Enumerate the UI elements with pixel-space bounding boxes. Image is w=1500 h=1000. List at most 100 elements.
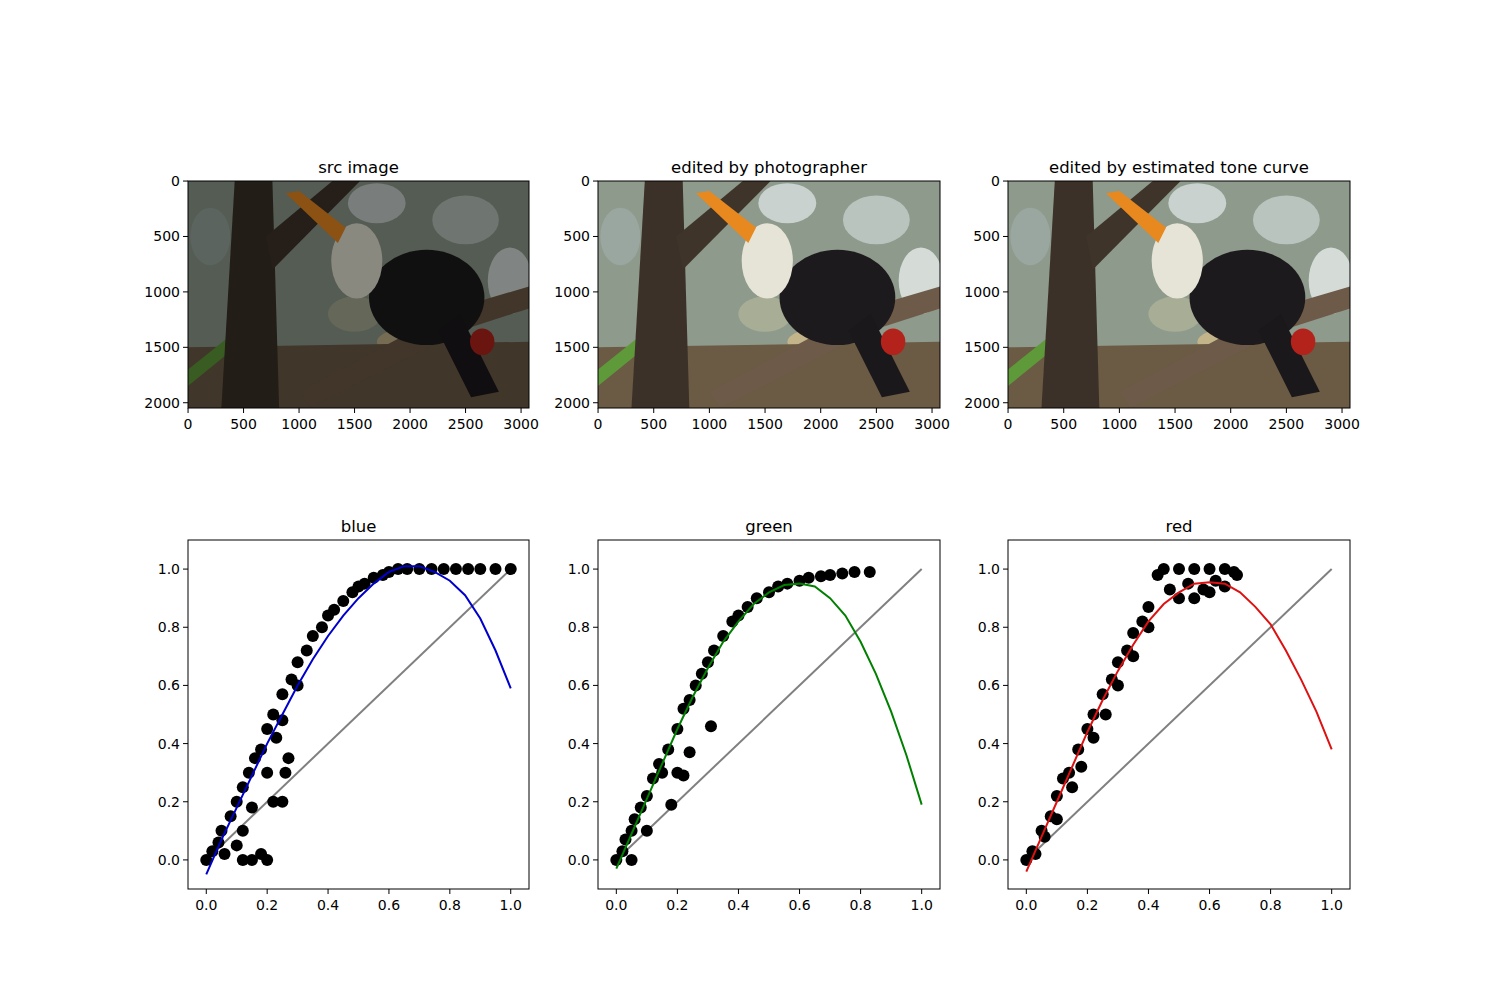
y-tick <box>183 627 188 628</box>
y-tick <box>183 859 188 860</box>
y-tick-label: 0.8 <box>158 619 180 635</box>
scene-bird-beak <box>286 191 346 243</box>
x-tick <box>653 408 654 413</box>
x-tick-label: 1500 <box>1157 416 1193 432</box>
y-tick-label: 1500 <box>144 339 180 355</box>
y-tick-label: 0.4 <box>158 736 180 752</box>
scene-bird-red <box>881 328 905 355</box>
y-tick-label: 500 <box>973 228 1000 244</box>
axes-frame <box>598 181 940 408</box>
scatter-point <box>836 567 848 579</box>
scatter-point <box>316 621 328 633</box>
axes-title: red <box>1165 517 1192 536</box>
scatter-point <box>705 720 717 732</box>
y-tick-label: 0.2 <box>978 794 1000 810</box>
y-tick <box>593 569 598 570</box>
y-tick <box>1003 801 1008 802</box>
scatter-point <box>1231 569 1243 581</box>
scene-bird-tail <box>438 314 499 397</box>
x-tick-label: 0 <box>184 416 193 432</box>
y-tick-label: 0 <box>171 173 180 189</box>
scene-light <box>190 208 230 266</box>
x-tick <box>677 889 678 894</box>
x-tick <box>709 408 710 413</box>
x-tick <box>465 408 466 413</box>
x-tick <box>598 408 599 413</box>
line-series <box>1026 569 1331 860</box>
scatter-point <box>282 752 294 764</box>
y-tick <box>593 402 598 403</box>
scatter-point <box>1173 592 1185 604</box>
axes-title: edited by estimated tone curve <box>1049 158 1309 177</box>
axes: 0.00.20.40.60.81.00.00.20.40.60.81.0gree… <box>568 517 940 913</box>
scene-bird-red <box>1291 328 1315 355</box>
scatter-point <box>438 563 450 575</box>
x-tick-label: 2000 <box>803 416 839 432</box>
scatter-series <box>610 566 875 866</box>
y-tick-label: 0.0 <box>568 852 590 868</box>
scatter-point <box>219 848 231 860</box>
axes: 0.00.20.40.60.81.00.00.20.40.60.81.0red <box>978 517 1350 913</box>
page: {"chart_data": [ {"type": "image", "titl… <box>0 0 1500 1000</box>
x-tick <box>1148 889 1149 894</box>
y-tick-label: 0.6 <box>568 677 590 693</box>
x-tick-label: 0.4 <box>317 897 339 913</box>
scatter-point <box>1188 563 1200 575</box>
x-tick <box>1063 408 1064 413</box>
scene-light <box>348 183 406 223</box>
scatter-point <box>413 563 425 575</box>
x-tick-label: 0.6 <box>1198 897 1220 913</box>
scene-light <box>1253 195 1320 244</box>
y-tick <box>593 801 598 802</box>
x-tick <box>1331 889 1332 894</box>
line-series <box>206 566 510 874</box>
y-tick <box>593 685 598 686</box>
scatter-point <box>237 825 249 837</box>
y-tick-label: 1000 <box>144 284 180 300</box>
y-tick-label: 0.4 <box>568 736 590 752</box>
scatter-point <box>474 563 486 575</box>
y-tick-label: 1500 <box>554 339 590 355</box>
scatter-point <box>1188 592 1200 604</box>
line-series <box>616 584 921 869</box>
scatter-point <box>803 572 815 584</box>
y-tick-label: 1.0 <box>568 561 590 577</box>
x-tick-label: 0.4 <box>1137 897 1159 913</box>
scatter-point <box>261 767 273 779</box>
scene-bird-red <box>470 328 494 355</box>
x-tick-label: 0.0 <box>1015 897 1037 913</box>
y-tick-label: 1.0 <box>978 561 1000 577</box>
axes-title: edited by photographer <box>671 158 867 177</box>
x-tick-label: 3000 <box>914 416 950 432</box>
scatter-point <box>231 839 243 851</box>
y-tick <box>1003 743 1008 744</box>
y-tick <box>183 236 188 237</box>
y-tick <box>1003 181 1008 182</box>
x-tick-label: 2000 <box>392 416 428 432</box>
axes-frame <box>1008 540 1350 889</box>
scatter-point <box>276 796 288 808</box>
x-tick <box>820 408 821 413</box>
y-tick-label: 1000 <box>554 284 590 300</box>
x-tick <box>410 408 411 413</box>
scene-bird-beak <box>1106 191 1166 243</box>
scatter-point <box>1204 586 1216 598</box>
scatter-point <box>1204 563 1216 575</box>
x-tick <box>765 408 766 413</box>
scatter-point <box>261 723 273 735</box>
y-tick-label: 0.2 <box>158 794 180 810</box>
x-tick <box>267 889 268 894</box>
scatter-point <box>307 630 319 642</box>
y-tick <box>1003 291 1008 292</box>
scatter-point <box>849 566 861 578</box>
plot-area <box>188 540 529 889</box>
x-tick <box>243 408 244 413</box>
scatter-point <box>261 854 273 866</box>
scene-light <box>1010 208 1050 266</box>
y-tick <box>183 685 188 686</box>
scene-light <box>843 195 910 244</box>
y-tick <box>183 743 188 744</box>
axes: 0500100015002000250030000500100015002000… <box>554 158 950 432</box>
scatter-point <box>292 656 304 668</box>
plot-area <box>1008 181 1350 408</box>
